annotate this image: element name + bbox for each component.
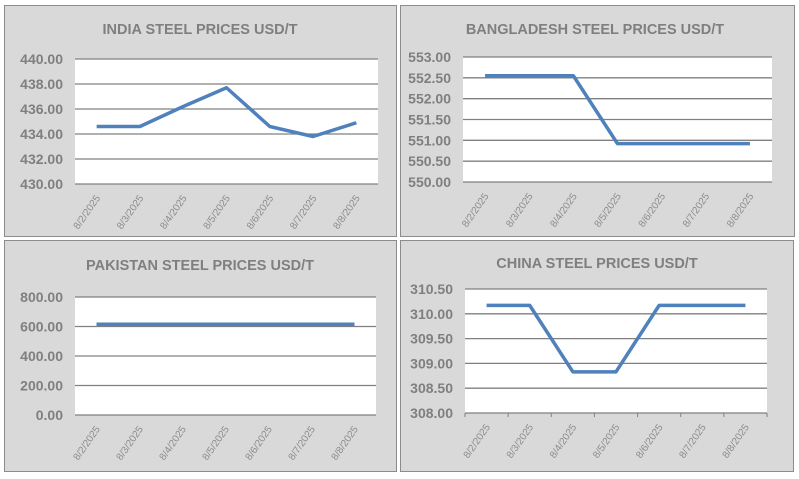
- y-tick-label: 552.00: [408, 91, 451, 107]
- y-tick-label: 308.00: [410, 405, 453, 421]
- chart-title: PAKISTAN STEEL PRICES USD/T: [86, 258, 314, 274]
- y-tick-label: 553.00: [408, 49, 451, 65]
- plot-area: [465, 289, 767, 413]
- x-tick-label: 8/4/2025: [548, 422, 580, 461]
- x-tick-label: 8/6/2025: [244, 424, 276, 463]
- x-tick-label: 8/4/2025: [548, 191, 580, 230]
- x-tick-label: 8/5/2025: [202, 193, 234, 232]
- y-tick-label: 552.50: [408, 70, 451, 86]
- y-tick-label: 200.00: [20, 378, 63, 394]
- x-tick-label: 8/8/2025: [721, 422, 753, 461]
- y-tick-label: 434.00: [20, 126, 63, 142]
- x-tick-label: 8/3/2025: [115, 424, 147, 463]
- y-tick-label: 438.00: [20, 76, 63, 92]
- series-line: [485, 74, 750, 146]
- y-tick-label: 551.00: [408, 132, 451, 148]
- x-tick-label: 8/8/2025: [330, 424, 362, 463]
- y-tick-label: 551.50: [408, 112, 451, 128]
- y-tick-label: 400.00: [20, 348, 63, 364]
- x-tick-label: 8/8/2025: [331, 193, 363, 232]
- y-tick-label: 0.00: [36, 407, 63, 423]
- x-tick-label: 8/2/2025: [72, 193, 104, 232]
- chart-title: BANGLADESH STEEL PRICES USD/T: [466, 22, 724, 38]
- y-tick-label: 308.50: [410, 380, 453, 396]
- y-tick-label: 310.50: [410, 281, 453, 297]
- x-tick-label: 8/3/2025: [115, 193, 147, 232]
- y-tick-label: 550.00: [408, 174, 451, 190]
- x-tick-label: 8/5/2025: [591, 422, 623, 461]
- x-tick-label: 8/8/2025: [725, 191, 757, 230]
- y-tick-label: 550.50: [408, 153, 451, 169]
- chart-title: CHINA STEEL PRICES USD/T: [496, 256, 698, 272]
- x-tick-label: 8/6/2025: [637, 191, 669, 230]
- y-tick-label: 430.00: [20, 176, 63, 192]
- y-tick-label: 432.00: [20, 151, 63, 167]
- bangladesh-chart: BANGLADESH STEEL PRICES USD/T 550.00 550.5…: [408, 22, 772, 230]
- x-tick-label: 8/7/2025: [681, 191, 713, 230]
- y-tick-label: 800.00: [20, 289, 63, 305]
- x-tick-label: 8/4/2025: [158, 424, 190, 463]
- y-tick-label: 440.00: [20, 51, 63, 67]
- pakistan-chart: PAKISTAN STEEL PRICES USD/T 0.00 200.00 400…: [20, 258, 376, 463]
- x-tick-label: 8/6/2025: [245, 193, 277, 232]
- india-chart: INDIA STEEL PRICES USD/T 430.00 432.00 434.…: [20, 22, 378, 232]
- x-tick-label: 8/3/2025: [504, 191, 536, 230]
- series-line: [486, 303, 746, 374]
- y-tick-label: 600.00: [20, 319, 63, 335]
- x-tick-label: 8/2/2025: [72, 424, 104, 463]
- plot-area: [75, 59, 378, 184]
- x-tick-label: 8/2/2025: [460, 191, 492, 230]
- x-tick-label: 8/2/2025: [462, 422, 494, 461]
- x-tick-label: 8/5/2025: [593, 191, 625, 230]
- y-tick-label: 436.00: [20, 101, 63, 117]
- y-tick-label: 309.00: [410, 355, 453, 371]
- x-tick-label: 8/4/2025: [158, 193, 190, 232]
- y-tick-label: 309.50: [410, 331, 453, 347]
- x-tick-label: 8/6/2025: [634, 422, 666, 461]
- china-chart: CHINA STEEL PRICES USD/T 308.00 308.50 309.…: [410, 256, 768, 461]
- x-tick-label: 8/7/2025: [287, 424, 319, 463]
- series-line: [96, 86, 357, 139]
- y-tick-label: 310.00: [410, 306, 453, 322]
- x-tick-label: 8/7/2025: [677, 422, 709, 461]
- chart-title: INDIA STEEL PRICES USD/T: [103, 22, 298, 38]
- x-tick-label: 8/3/2025: [505, 422, 537, 461]
- x-tick-label: 8/5/2025: [201, 424, 233, 463]
- x-tick-label: 8/7/2025: [288, 193, 320, 232]
